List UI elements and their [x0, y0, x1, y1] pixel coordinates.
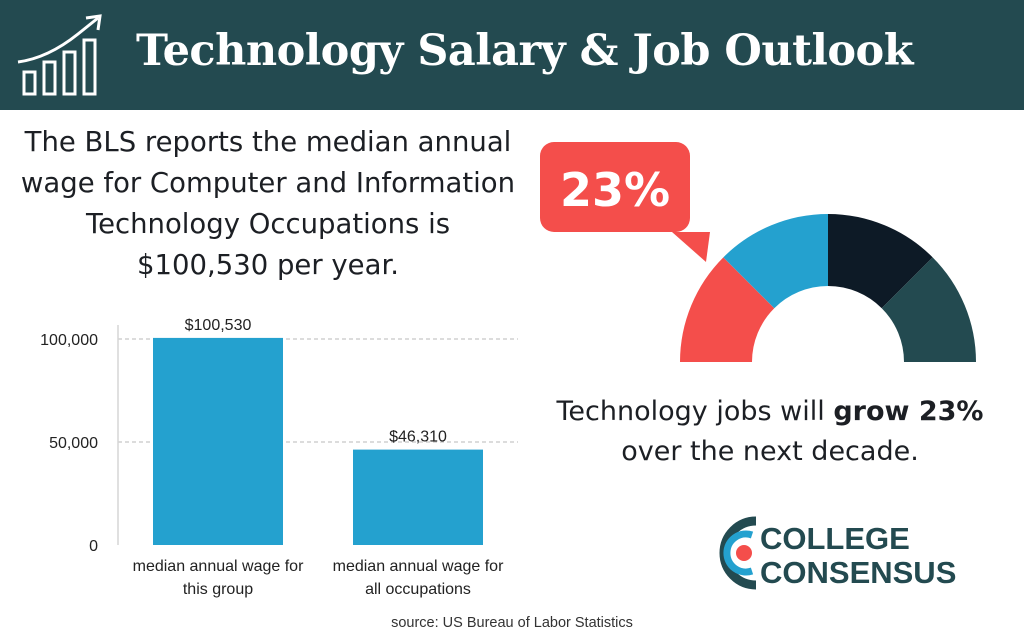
growth-highlight: grow 23%: [833, 396, 984, 427]
intro-line: The BLS reports the median annual: [24, 126, 512, 158]
page-title: Technology Salary & Job Outlook: [136, 26, 914, 76]
growth-statement: Technology jobs will grow 23% over the n…: [540, 392, 1000, 472]
college-consensus-c-icon: [719, 516, 757, 590]
intro-line: Technology Occupations is: [85, 208, 451, 240]
source-note: source: US Bureau of Labor Statistics: [391, 615, 633, 631]
logo-consensus-text: CONSENSUS: [760, 555, 956, 590]
intro-line: wage for Computer and Information: [20, 167, 516, 199]
growth-gauge: 23%: [540, 142, 976, 362]
header-banner: Technology Salary & Job Outlook: [0, 0, 1024, 110]
logo-college-text: COLLEGE: [760, 521, 910, 556]
x-tick-label: all occupations: [365, 581, 471, 598]
y-tick-label: 100,000: [40, 332, 98, 349]
bar: [153, 337, 283, 545]
college-consensus-logo: COLLEGE CONSENSUS: [719, 516, 956, 590]
x-tick-label: median annual wage for: [333, 558, 504, 575]
y-tick-label: 0: [89, 538, 98, 555]
gauge-segment: [828, 214, 933, 309]
data-label: $100,530: [185, 317, 252, 334]
data-label: $46,310: [389, 429, 447, 446]
bar: [353, 449, 483, 545]
x-tick-label: median annual wage for: [133, 558, 304, 575]
callout-pointer: [672, 232, 710, 262]
callout-value: 23%: [560, 163, 670, 217]
x-tick-label: this group: [183, 581, 253, 598]
callout-bubble: [540, 142, 690, 232]
gauge-segment: [881, 257, 976, 362]
growth-text: Technology jobs will: [556, 396, 834, 427]
intro-line: $100,530 per year.: [137, 249, 399, 281]
wage-bar-chart: 0 50,000 100,000 $100,530 median annual wage…: [40, 317, 518, 598]
y-tick-label: 50,000: [49, 435, 98, 452]
gauge-segment: [680, 257, 775, 362]
growth-chart-icon: [17, 14, 102, 96]
growth-text-line2: over the next decade.: [621, 436, 919, 467]
intro-text: The BLS reports the median annual wage f…: [14, 122, 522, 286]
gauge-segment: [723, 214, 828, 309]
